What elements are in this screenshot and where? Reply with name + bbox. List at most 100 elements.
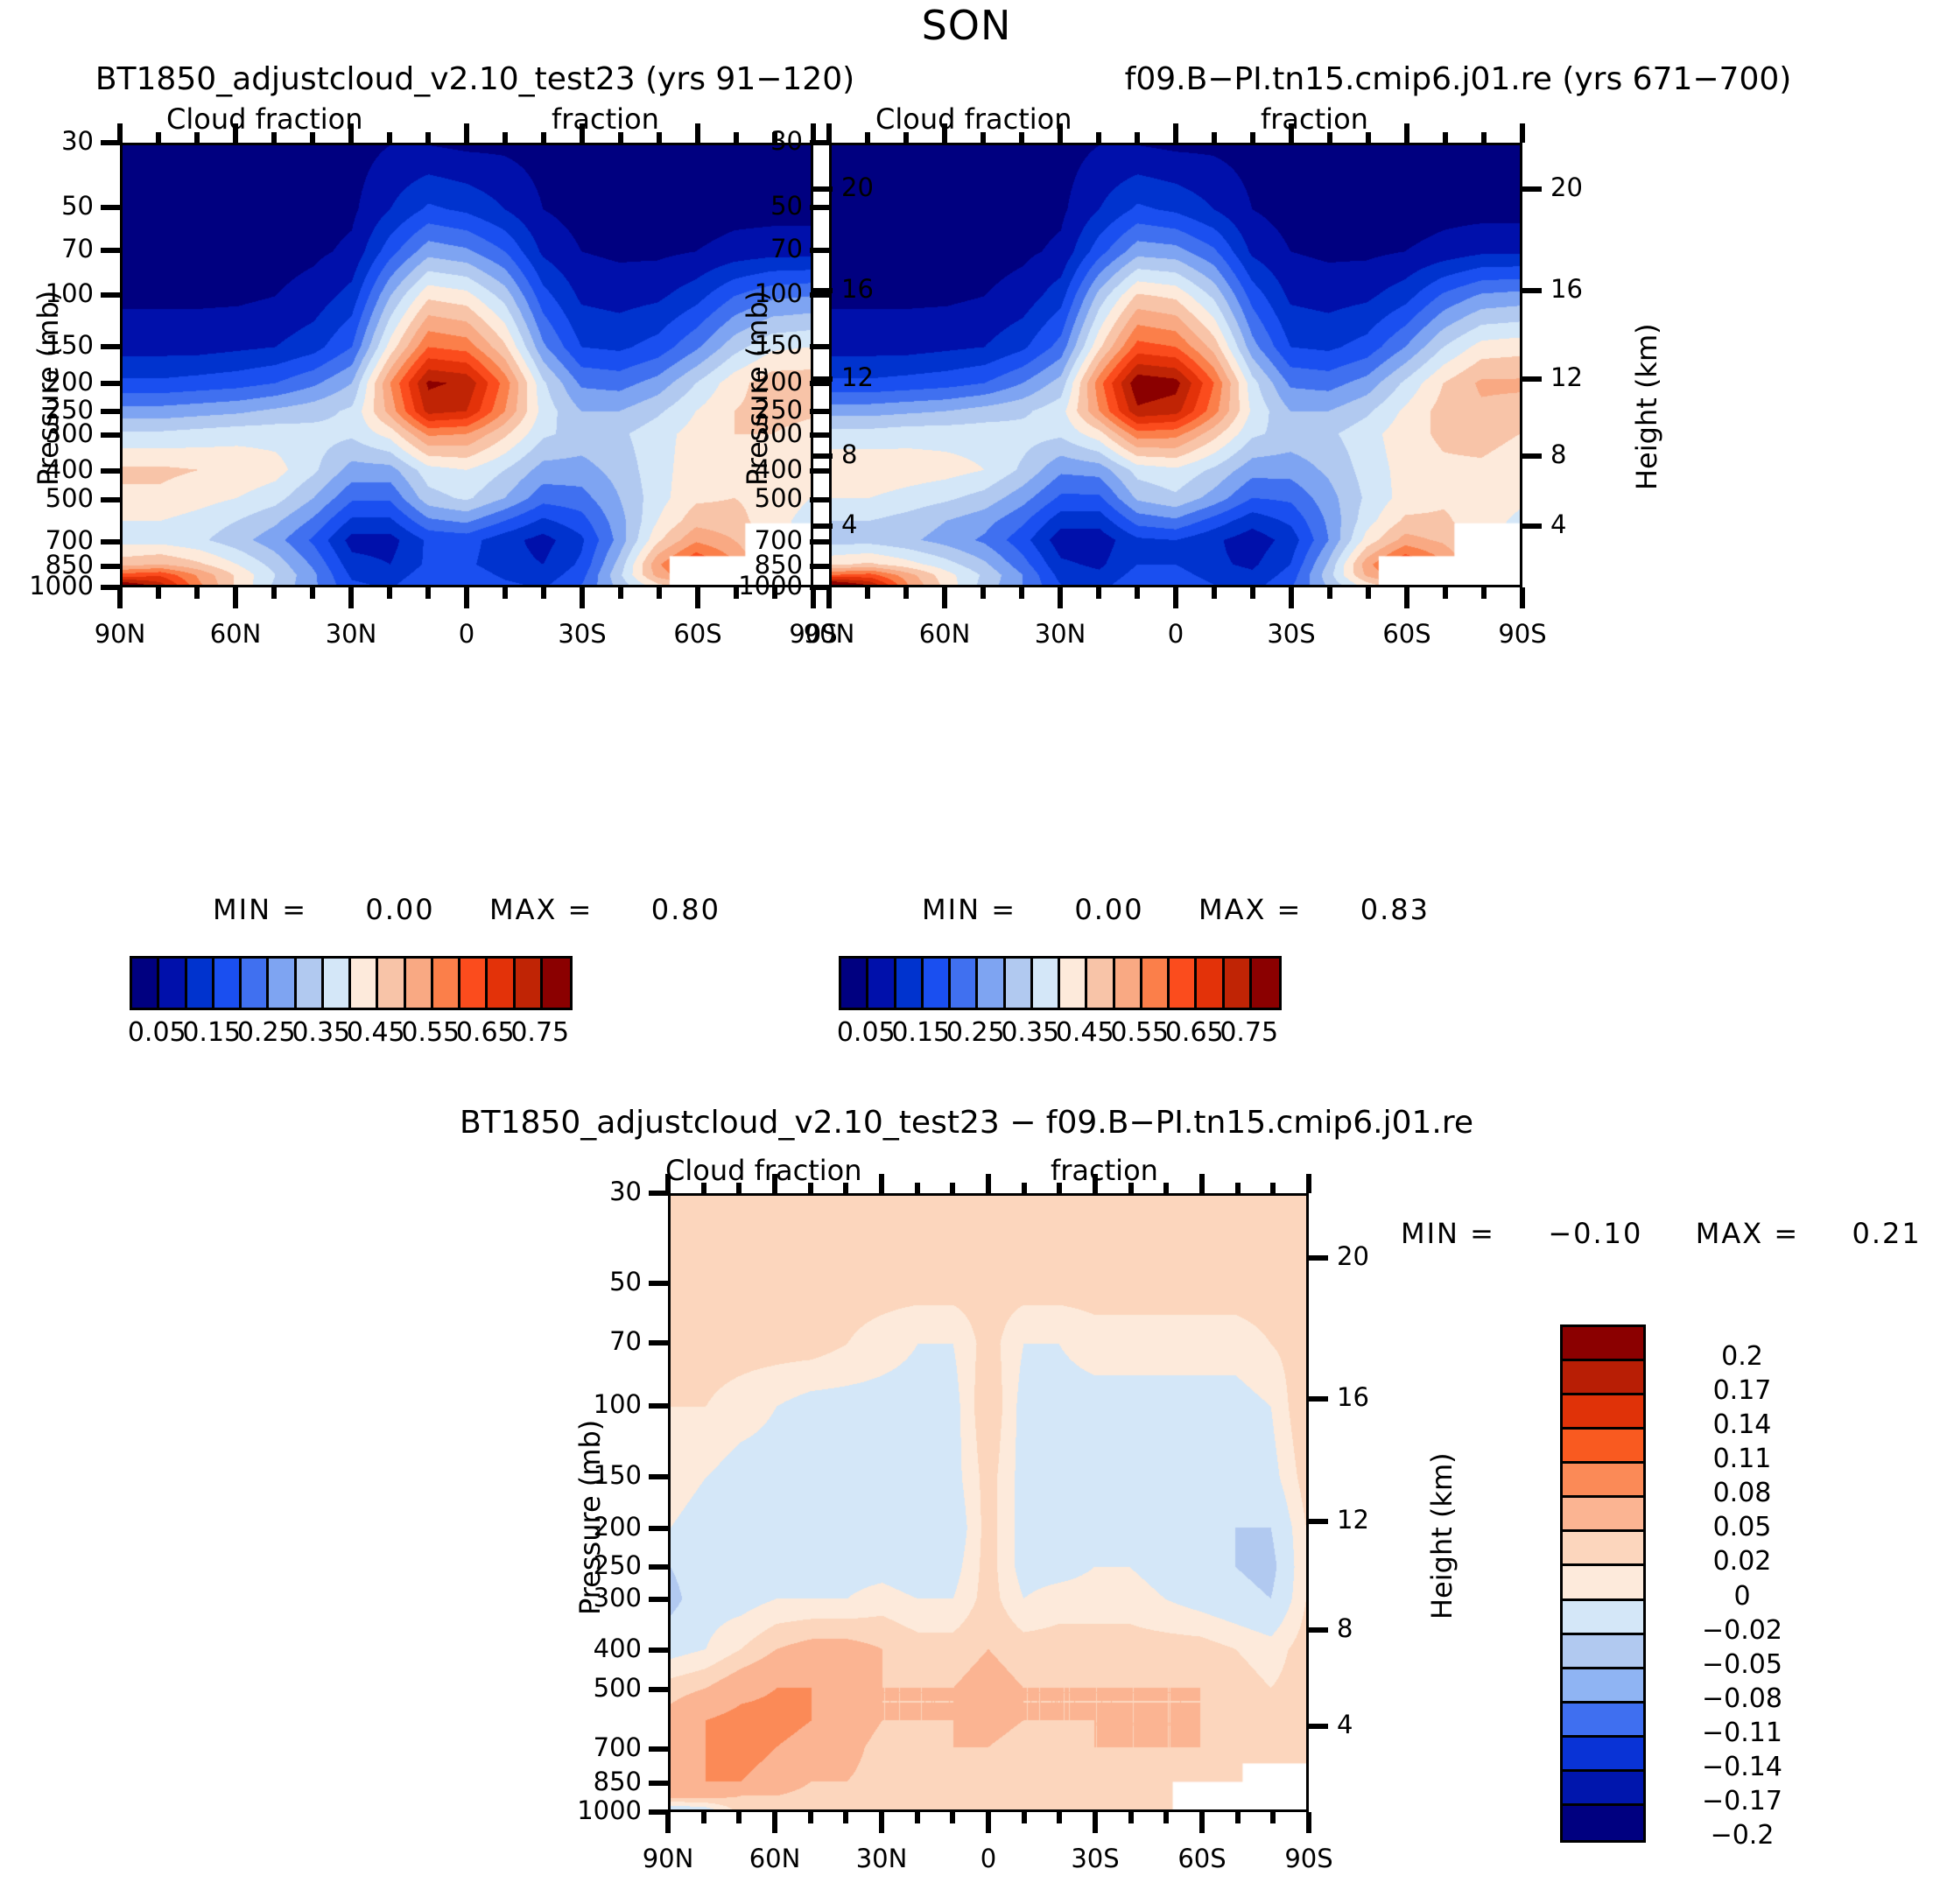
height-tick xyxy=(813,523,833,529)
right-contour-plot[interactable] xyxy=(829,143,1522,587)
pressure-tick xyxy=(649,1809,668,1815)
pressure-tick-label: 850 xyxy=(45,550,94,580)
left-colorbar[interactable] xyxy=(130,956,573,1010)
right-panel-title-text: f09.B−PI.tn15.cmip6.j01.re (yrs 671−700) xyxy=(1124,61,1792,97)
lat-tick-bottom xyxy=(1135,587,1140,599)
left-minmax: MIN = 0.00 MAX = 0.80 xyxy=(120,893,813,926)
lat-tick-top xyxy=(1366,132,1371,143)
lat-tick-bottom xyxy=(1093,1812,1098,1833)
diff-var-label: Cloud fraction xyxy=(665,1154,862,1187)
lat-tick-bottom xyxy=(950,1812,956,1823)
pressure-tick xyxy=(649,1474,668,1480)
left-contour-plot[interactable] xyxy=(120,143,813,587)
lat-tick-bottom xyxy=(942,587,947,608)
pressure-tick xyxy=(810,409,829,415)
lat-tick-bottom xyxy=(1327,587,1332,599)
lat-tick-bottom xyxy=(503,587,508,599)
lat-tick-top xyxy=(194,132,200,143)
pressure-tick xyxy=(810,140,829,145)
pressure-tick-label: 50 xyxy=(609,1266,642,1296)
lat-tick-top xyxy=(1234,1183,1241,1193)
diff-colorbar-labels: 0.2 0.17 0.14 0.11 0.08 0.05 0.02 0 −0.02 −0.05 −0… xyxy=(1655,1324,1847,1851)
colorbar-tick-label: 0.15 xyxy=(891,1017,951,1048)
lat-tick-top xyxy=(1520,123,1525,143)
pressure-tick xyxy=(810,585,829,590)
lat-tick-bottom xyxy=(903,587,909,599)
lat-tick-top xyxy=(1199,1174,1205,1193)
lat-tick-bottom xyxy=(700,1812,706,1823)
pressure-tick-label: 1000 xyxy=(29,571,94,601)
lat-tick-bottom xyxy=(1019,587,1024,599)
colorbar-swatch xyxy=(269,959,297,1008)
lat-tick-bottom xyxy=(734,587,739,599)
lat-tick-bottom xyxy=(665,1812,671,1833)
pressure-tick-label: 300 xyxy=(593,1583,642,1613)
pressure-tick-label: 1000 xyxy=(738,571,803,601)
pressure-tick xyxy=(649,1191,668,1196)
lat-tick-bottom xyxy=(387,587,392,599)
colorbar-swatch xyxy=(296,959,324,1008)
lat-tick-top xyxy=(1135,132,1140,143)
pressure-tick xyxy=(810,380,829,386)
pressure-tick-label: 100 xyxy=(45,278,94,309)
pressure-tick-label: 300 xyxy=(754,418,803,448)
height-tick xyxy=(813,287,833,293)
diff-contour-plot[interactable] xyxy=(668,1193,1309,1812)
lat-tick-bottom xyxy=(1443,587,1448,599)
right-colorbar[interactable] xyxy=(839,956,1282,1010)
right-minmax: MIN = 0.00 MAX = 0.83 xyxy=(829,893,1522,926)
colorbar-swatch xyxy=(214,959,242,1008)
height-tick-label: 8 xyxy=(1337,1612,1353,1643)
lat-tick-label: 0 xyxy=(458,619,475,649)
lat-tick-bottom xyxy=(1481,587,1487,599)
right-min-value: 0.00 xyxy=(1074,893,1144,926)
lat-tick-top xyxy=(1270,1183,1276,1193)
colorbar-swatch xyxy=(1114,959,1142,1008)
left-max-label: MAX = xyxy=(489,893,594,926)
lat-tick-label: 30N xyxy=(1034,619,1086,649)
lat-tick-bottom xyxy=(1173,587,1178,608)
lat-tick-top xyxy=(156,132,161,143)
lat-tick-bottom xyxy=(580,587,585,608)
diff-colorbar[interactable] xyxy=(1560,1324,1646,1843)
pressure-tick-label: 400 xyxy=(593,1634,642,1664)
pressure-tick-label: 1000 xyxy=(577,1795,642,1825)
pressure-tick xyxy=(101,539,120,545)
height-tick-label: 16 xyxy=(1337,1382,1369,1413)
lat-tick-bottom xyxy=(1520,587,1525,608)
lat-tick-top xyxy=(879,1174,884,1193)
diff-panel-title-text: BT1850_adjustcloud_v2.10_test23 − f09.B−… xyxy=(459,1105,1474,1141)
pressure-tick xyxy=(101,496,120,502)
lat-tick-top xyxy=(1128,1183,1134,1193)
pressure-tick xyxy=(810,247,829,253)
lat-tick-top xyxy=(826,123,832,143)
colorbar-tick-label: 0.05 xyxy=(127,1017,186,1048)
pressure-tick xyxy=(810,432,829,438)
left-colorbar-labels: 0.05 0.15 0.25 0.35 0.45 0.55 0.65 0.75 xyxy=(128,1017,573,1052)
height-tick-label: 16 xyxy=(841,273,874,304)
lat-tick-bottom xyxy=(1163,1812,1170,1823)
lat-tick-bottom xyxy=(1058,587,1063,608)
pressure-tick xyxy=(101,432,120,438)
colorbar-swatch xyxy=(186,959,214,1008)
pressure-tick-label: 850 xyxy=(754,550,803,580)
lat-tick-bottom xyxy=(772,1812,777,1833)
height-tick-label: 20 xyxy=(1550,172,1583,203)
pressure-tick xyxy=(810,292,829,299)
pressure-tick-label: 70 xyxy=(770,233,803,263)
lat-tick-bottom xyxy=(618,587,623,599)
right-y2label: Height (km) xyxy=(1630,323,1663,490)
height-tick xyxy=(1309,1626,1328,1633)
colorbar-tick-label: 0.02 xyxy=(1712,1546,1772,1577)
colorbar-tick-label: 0.35 xyxy=(1001,1017,1060,1048)
height-tick xyxy=(1522,186,1542,193)
lat-tick-top xyxy=(310,132,315,143)
lat-tick-top xyxy=(1057,1183,1063,1193)
pressure-tick xyxy=(649,1648,668,1654)
colorbar-swatch xyxy=(515,959,543,1008)
colorbar-swatch xyxy=(841,959,869,1008)
colorbar-swatch xyxy=(542,959,570,1008)
lat-tick-bottom xyxy=(348,587,354,608)
diff-minmax: MIN = −0.10 MAX = 0.21 xyxy=(1401,1217,1922,1250)
lat-tick-bottom xyxy=(914,1812,920,1823)
